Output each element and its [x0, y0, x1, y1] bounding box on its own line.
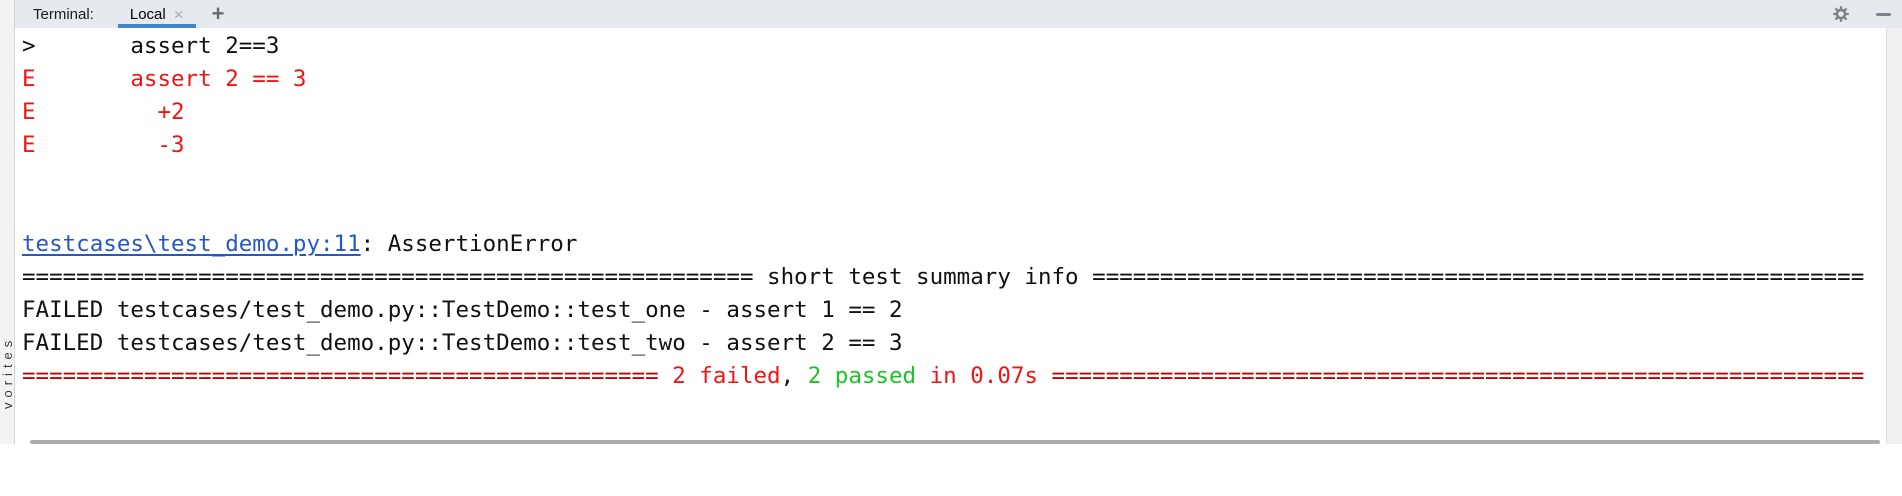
terminal-line: FAILED testcases/test_demo.py::TestDemo:… — [22, 327, 1886, 360]
terminal-line — [22, 162, 1886, 195]
terminal-line: ========================================… — [22, 261, 1886, 294]
left-toolwindow-bar: vorites — [0, 0, 15, 444]
minimize-dash — [1876, 13, 1891, 16]
terminal-header: Terminal: Local × + — [15, 0, 1902, 28]
terminal-line: E assert 2 == 3 — [22, 63, 1886, 96]
header-actions — [1832, 0, 1891, 28]
terminal-text: ========================================… — [1038, 363, 1864, 389]
terminal-title: Terminal: — [33, 6, 94, 23]
terminal-line: E +2 — [22, 96, 1886, 129]
terminal-line: testcases\test_demo.py:11: AssertionErro… — [22, 228, 1886, 261]
terminal-line: FAILED testcases/test_demo.py::TestDemo:… — [22, 294, 1886, 327]
terminal-text: 2 failed — [672, 363, 780, 389]
terminal-text: 2 passed — [808, 363, 916, 389]
terminal-text: E assert 2 == 3 — [22, 66, 306, 92]
close-icon[interactable]: × — [174, 6, 184, 23]
terminal-text: : AssertionError — [361, 231, 578, 257]
gear-icon[interactable] — [1832, 5, 1850, 23]
terminal-text: FAILED testcases/test_demo.py::TestDemo:… — [22, 330, 903, 356]
minimize-icon[interactable] — [1876, 0, 1891, 28]
terminal-text: E -3 — [22, 132, 185, 158]
terminal-line: ========================================… — [22, 360, 1886, 393]
tab-local[interactable]: Local × — [118, 0, 196, 28]
terminal-text: , — [781, 363, 808, 389]
new-tab-button[interactable]: + — [212, 3, 225, 25]
terminal-line: E -3 — [22, 129, 1886, 162]
terminal-text: ========================================… — [22, 363, 672, 389]
terminal-output[interactable]: > assert 2==3 E assert 2 == 3 E +2 E -3 test… — [16, 28, 1886, 444]
terminal-line: > assert 2==3 — [22, 30, 1886, 63]
toolwindow-button-favorites[interactable]: vorites — [0, 336, 15, 496]
horizontal-scrollbar-thumb[interactable] — [30, 440, 1880, 444]
file-link[interactable]: testcases\test_demo.py:11 — [22, 231, 361, 257]
vertical-scrollbar-track[interactable] — [1886, 28, 1902, 444]
terminal-text: ========================================… — [22, 264, 1864, 290]
terminal-text: in 0.07s — [916, 363, 1038, 389]
terminal-text: E +2 — [22, 99, 185, 125]
tab-label: Local — [130, 6, 166, 23]
terminal-line — [22, 195, 1886, 228]
terminal-text: FAILED testcases/test_demo.py::TestDemo:… — [22, 297, 903, 323]
terminal-text: > assert 2==3 — [22, 33, 279, 59]
